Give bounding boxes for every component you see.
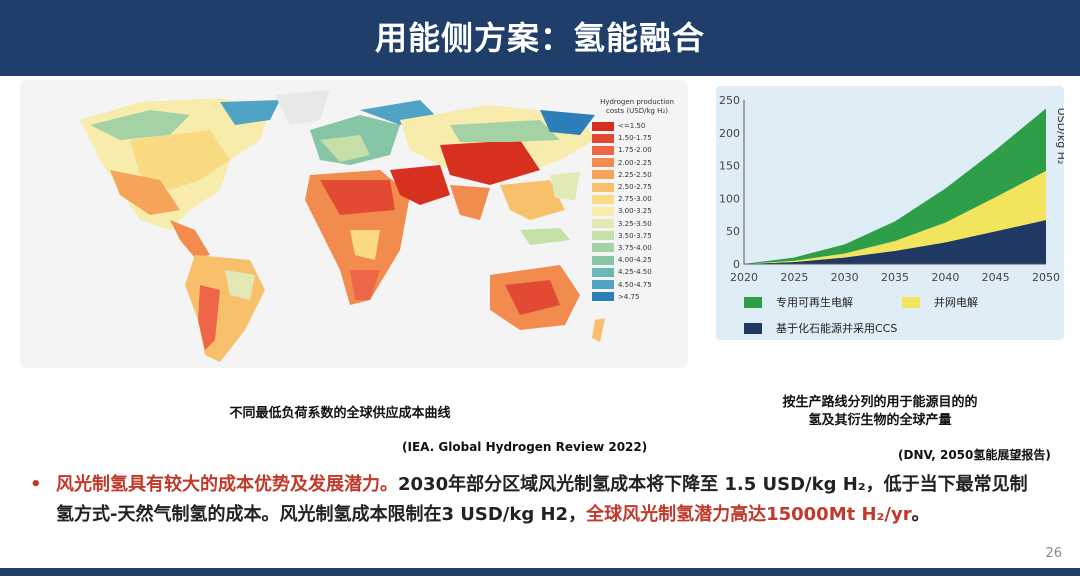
legend-row: 3.25-3.50 xyxy=(592,218,682,230)
legend-row: 3.75-4.00 xyxy=(592,242,682,254)
legend-row: 4.00-4.25 xyxy=(592,254,682,266)
bullet-marker: • xyxy=(30,474,42,495)
x-tick-label: 2050 xyxy=(1032,271,1060,284)
legend-swatch xyxy=(744,322,762,334)
map-source: (IEA. Global Hydrogen Review 2022) xyxy=(402,440,648,454)
map-legend: Hydrogen production costs (USD/kg H₂) <=… xyxy=(592,98,682,303)
legend-label: 2.50-2.75 xyxy=(618,183,652,192)
body-text: 。 xyxy=(911,504,930,525)
legend-item-renewable: 专用可再生电解 xyxy=(744,294,853,310)
legend-row: >4.75 xyxy=(592,291,682,303)
legend-swatch xyxy=(592,219,614,229)
legend-label: 2.75-3.00 xyxy=(618,195,652,204)
legend-row: <=1.50 xyxy=(592,120,682,132)
legend-label: 3.00-3.25 xyxy=(618,207,652,216)
chart-source: (DNV, 2050氢能展望报告) xyxy=(898,448,1051,462)
x-tick-label: 2040 xyxy=(931,271,959,284)
series-area xyxy=(744,108,1046,264)
legend-swatch xyxy=(592,133,614,143)
y-tick-label: 250 xyxy=(719,94,740,107)
footer-bar xyxy=(0,568,1080,576)
series-area xyxy=(744,220,1046,264)
legend-label: 2.00-2.25 xyxy=(618,158,652,167)
hydrogen-cost-map: Hydrogen production costs (USD/kg H₂) <=… xyxy=(20,80,688,368)
legend-swatch xyxy=(592,243,614,253)
legend-row: 3.50-3.75 xyxy=(592,230,682,242)
map-caption: 不同最低负荷系数的全球供应成本曲线 xyxy=(229,406,451,421)
y-tick-label: 50 xyxy=(726,225,740,238)
legend-label: <=1.50 xyxy=(618,122,646,131)
legend-swatch xyxy=(902,296,920,308)
legend-swatch xyxy=(592,194,614,204)
bullet-paragraph: • 风光制氢具有较大的成本优势及发展潜力。2030年部分区域风光制氢成本将下降至… xyxy=(30,470,1040,530)
world-map xyxy=(80,90,605,362)
legend-row: 3.00-3.25 xyxy=(592,205,682,217)
legend-label: 1.50-1.75 xyxy=(618,134,652,143)
y-tick-label: 150 xyxy=(719,160,740,173)
legend-row: 2.00-2.25 xyxy=(592,157,682,169)
legend-swatch xyxy=(592,267,614,277)
highlight-text: 风光制氢具有较大的成本优势及发展潜力。 xyxy=(56,474,398,495)
legend-row: 1.50-1.75 xyxy=(592,132,682,144)
legend-row: 4.50-4.75 xyxy=(592,278,682,290)
legend-row: 4.25-4.50 xyxy=(592,266,682,278)
axis-line xyxy=(743,100,1046,265)
header-bar: 用能侧方案：氢能融合 xyxy=(0,0,1080,76)
legend-label: 2.25-2.50 xyxy=(618,170,652,179)
legend-label: >4.75 xyxy=(618,292,640,301)
x-tick-label: 2035 xyxy=(881,271,909,284)
legend-swatch xyxy=(592,292,614,302)
legend-label: 3.50-3.75 xyxy=(618,231,652,240)
legend-swatch xyxy=(592,121,614,131)
legend-swatch xyxy=(592,182,614,192)
legend-row: 2.50-2.75 xyxy=(592,181,682,193)
slide-title: 用能侧方案：氢能融合 xyxy=(374,19,705,57)
legend-swatch xyxy=(592,170,614,180)
x-tick-label: 2020 xyxy=(730,271,758,284)
body-text: 2030年部分区域风光制氢成本将下降至 1.5 USD/kg H₂，低于当下最常… xyxy=(56,474,1028,525)
legend-item-grid: 并网电解 xyxy=(902,294,978,310)
y-axis-label: USD/kg H₂ xyxy=(1055,108,1064,165)
legend-swatch xyxy=(592,231,614,241)
highlight-text: 全球风光制氢潜力高达15000Mt H₂/yr xyxy=(586,504,912,525)
legend-title: Hydrogen production costs (USD/kg H₂) xyxy=(600,98,674,115)
y-tick-label: 0 xyxy=(733,258,740,271)
hydrogen-production-chart: 0 50 100 150 200 250 2020 2025 2030 2035 2040 2045 2… xyxy=(716,86,1064,340)
x-tick-label: 2030 xyxy=(831,271,859,284)
legend-swatch xyxy=(592,206,614,216)
legend-label: 1.75-2.00 xyxy=(618,146,652,155)
legend-swatch xyxy=(744,296,762,308)
page-number: 26 xyxy=(1045,546,1062,561)
x-tick-label: 2045 xyxy=(982,271,1010,284)
y-tick-label: 100 xyxy=(719,192,740,205)
legend-label: 3.75-4.00 xyxy=(618,243,652,252)
legend-swatch xyxy=(592,158,614,168)
legend-row: 2.75-3.00 xyxy=(592,193,682,205)
legend-row: 2.25-2.50 xyxy=(592,169,682,181)
series-area xyxy=(744,170,1046,264)
stacked-area-chart: 0 50 100 150 200 250 2020 2025 2030 2035 2040 2045 2… xyxy=(719,94,1064,284)
y-tick-label: 200 xyxy=(719,127,740,140)
legend-item-fossil-ccs: 基于化石能源并采用CCS xyxy=(744,320,897,336)
legend-label: 4.00-4.25 xyxy=(618,256,652,265)
legend-row: 1.75-2.00 xyxy=(592,144,682,156)
legend-swatch xyxy=(592,145,614,155)
x-tick-label: 2025 xyxy=(780,271,808,284)
legend-label: 4.50-4.75 xyxy=(618,280,652,289)
legend-label: 3.25-3.50 xyxy=(618,219,652,228)
legend-swatch xyxy=(592,255,614,265)
legend-label: 4.25-4.50 xyxy=(618,268,652,277)
chart-caption: 按生产路线分列的用于能源目的的 氢及其衍生物的全球产量 xyxy=(782,395,978,428)
legend-swatch xyxy=(592,280,614,290)
